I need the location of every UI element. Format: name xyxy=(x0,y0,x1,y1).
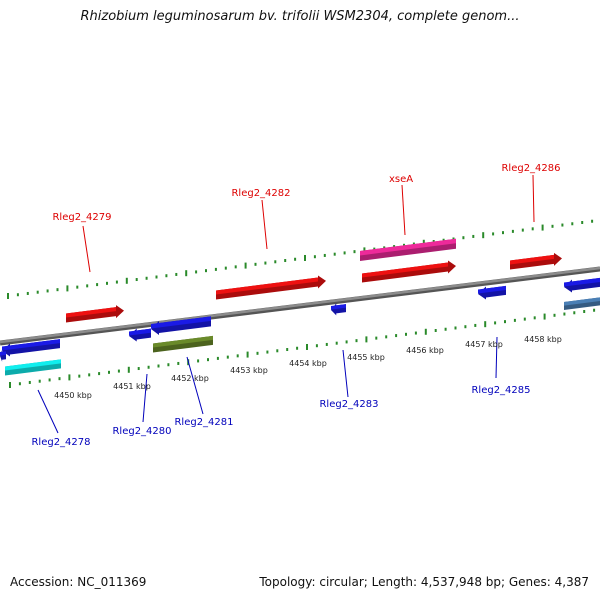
backbone-highlight xyxy=(0,266,600,344)
gene-label-forward[interactable]: Rleg2_4282 xyxy=(231,188,290,199)
leader-line xyxy=(142,373,148,423)
gene-arrow-9 xyxy=(151,316,211,335)
scale-label: 4455 kbp xyxy=(347,353,385,362)
topology-summary: Topology: circular; Length: 4,537,948 bp… xyxy=(259,575,589,589)
scale-label: 4451 kbp xyxy=(113,382,151,391)
gene-arrow-3 xyxy=(362,260,456,283)
gene-arrow-0 xyxy=(66,305,124,323)
accession-text: Accession: NC_011369 xyxy=(10,575,147,589)
leader-line xyxy=(261,199,268,250)
gene-label-reverse[interactable]: Rleg2_4281 xyxy=(174,417,233,428)
leader-line xyxy=(82,225,91,273)
gene-label-forward[interactable]: Rleg2_4279 xyxy=(52,212,111,223)
gene-label-reverse[interactable]: Rleg2_4278 xyxy=(31,437,90,448)
gene-label-reverse[interactable]: Rleg2_4285 xyxy=(471,385,530,396)
scale-label: 4457 kbp xyxy=(465,340,503,349)
genome-backbone xyxy=(0,266,600,346)
reverse-tick-row xyxy=(9,308,596,388)
leader-line xyxy=(37,389,59,434)
gene-label-forward[interactable]: xseA xyxy=(389,174,413,185)
gene-arrow-4 xyxy=(510,252,562,270)
gene-arrow-10 xyxy=(153,335,213,353)
leader-line xyxy=(495,336,498,379)
gene-labels: Rleg2_4279 Rleg2_4282 xseA Rleg2_4286 Rleg2_… xyxy=(31,163,560,448)
gene-arrow-12 xyxy=(478,285,506,300)
gene-arrow-5 xyxy=(2,339,60,357)
forward-tick-row xyxy=(7,219,594,299)
scale-label: 4454 kbp xyxy=(289,359,327,368)
gene-arrow-13 xyxy=(564,277,600,293)
scale-label: 4452 kbp xyxy=(171,374,209,383)
gene-arrow-6 xyxy=(0,349,6,362)
leader-line xyxy=(342,349,349,398)
gene-label-reverse[interactable]: Rleg2_4283 xyxy=(319,399,378,410)
scale-label: 4453 kbp xyxy=(230,366,268,375)
gene-arrow-2 xyxy=(360,238,456,261)
gene-label-forward[interactable]: Rleg2_4286 xyxy=(501,163,560,174)
leader-line xyxy=(401,184,406,236)
scale-labels: 4450 kbp 4451 kbp 4452 kbp 4453 kbp 4454 kbp… xyxy=(54,335,562,400)
label-leader-lines xyxy=(37,174,535,434)
scale-label: 4450 kbp xyxy=(54,391,92,400)
leader-line xyxy=(186,356,204,415)
gene-label-reverse[interactable]: Rleg2_4280 xyxy=(112,426,171,437)
gene-arrow-14 xyxy=(564,297,600,310)
scale-label: 4456 kbp xyxy=(406,346,444,355)
gene-arrow-7 xyxy=(5,359,61,376)
gene-arrow-1 xyxy=(216,275,326,300)
leader-line xyxy=(532,174,535,223)
gene-arrow-8 xyxy=(129,328,151,342)
gene-arrow-11 xyxy=(331,303,346,316)
gene-features xyxy=(0,238,600,376)
scale-label: 4458 kbp xyxy=(524,335,562,344)
map-title: Rhizobium leguminosarum bv. trifolii WSM… xyxy=(80,9,520,24)
